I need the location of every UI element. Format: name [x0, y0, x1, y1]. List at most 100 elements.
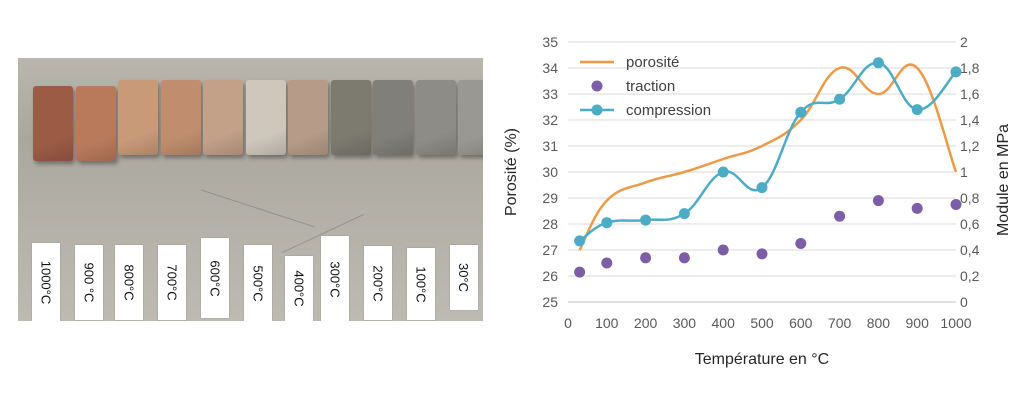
y-tick-label: 27 [542, 242, 558, 258]
data-point-compression [911, 104, 923, 116]
brick-samples-photo: 1000°C 900 °C 800°C 700°C 600°C 500°C 400°C 300… [18, 58, 483, 321]
legend-label: traction [626, 78, 675, 95]
y2-tick-label: 1,6 [960, 86, 980, 102]
y2-tick-label: 1,4 [960, 112, 980, 128]
y2-tick-label: 0 [960, 294, 968, 310]
brick-sample [373, 80, 413, 155]
x-tick-label: 900 [906, 315, 930, 331]
data-point-traction [911, 202, 923, 214]
data-point-traction [950, 199, 962, 210]
x-tick-label: 500 [750, 315, 774, 331]
data-point-compression [795, 106, 807, 118]
y-tick-label: 31 [542, 138, 558, 154]
x-tick-label: 600 [789, 315, 813, 331]
y2-tick-label: 1 [960, 164, 968, 180]
temperature-label-card: 300°C [321, 236, 349, 321]
y2-axis-title: Module en MPa [995, 124, 1012, 236]
temperature-label-card: 700°C [158, 245, 186, 320]
data-point-traction [640, 252, 652, 264]
y2-tick-label: 0,6 [960, 216, 980, 232]
brick-sample [245, 80, 286, 155]
y-tick-label: 28 [542, 216, 558, 232]
brick-sample [458, 80, 483, 155]
data-point-traction [756, 248, 768, 260]
temperature-label-card: 200°C [364, 246, 392, 320]
y-tick-label: 29 [542, 190, 558, 206]
legend-label: porosité [626, 54, 679, 71]
brick-sample [330, 80, 371, 155]
y2-tick-label: 0,4 [960, 242, 980, 258]
x-tick-label: 200 [634, 315, 658, 331]
data-point-compression [678, 208, 690, 220]
temperature-label: 600°C [207, 259, 223, 297]
temperature-label-card: 1000°C [32, 243, 60, 321]
brick-sample [288, 80, 328, 155]
temperature-label-card: 400°C [285, 256, 313, 321]
legend-marker [591, 104, 603, 116]
data-point-traction [678, 252, 690, 264]
temperature-label: 800°C [121, 264, 137, 301]
y2-tick-label: 0,2 [960, 268, 980, 284]
y-tick-label: 26 [542, 268, 558, 284]
data-point-compression [950, 66, 962, 78]
brick-sample [203, 80, 243, 155]
y2-tick-label: 1,2 [960, 138, 980, 154]
series-group [574, 57, 962, 278]
brick-sample [33, 86, 73, 161]
y-tick-label: 30 [542, 164, 558, 180]
x-tick-label: 400 [712, 315, 736, 331]
data-point-compression [756, 182, 768, 194]
y-tick-label: 25 [542, 294, 558, 310]
y2-tick-label: 2 [960, 34, 968, 50]
temperature-label: 700°C [164, 264, 180, 301]
y2-tick-label: 0,8 [960, 190, 980, 206]
brick-sample [160, 80, 201, 155]
y-tick-label: 35 [542, 34, 558, 50]
y-tick-label: 34 [542, 60, 558, 76]
data-point-compression [574, 235, 586, 247]
brick-sample [118, 80, 158, 155]
x-tick-label: 1000 [940, 315, 971, 331]
y2-tick-label: 1,8 [960, 60, 980, 76]
data-point-traction [574, 266, 586, 278]
x-tick-label: 800 [867, 315, 891, 331]
x-tick-label: 700 [828, 315, 852, 331]
legend: porosité traction compression [580, 54, 711, 119]
temperature-label-card: 800°C [115, 245, 143, 320]
gridlines [568, 41, 956, 303]
temperature-label-card: 900 °C [75, 245, 103, 320]
data-point-traction [795, 238, 807, 249]
right-axis-ticks: 0 0,2 0,4 0,6 0,8 1 1,2 1,4 1,6 1,8 2 [960, 34, 980, 310]
y-axis-title: Porosité (%) [503, 128, 520, 216]
temperature-label: 200°C [370, 264, 386, 302]
temperature-label-card: 600°C [201, 238, 229, 318]
x-tick-label: 100 [595, 315, 619, 331]
temperature-label: 400°C [291, 270, 307, 307]
brick-sample [415, 80, 456, 155]
y-tick-label: 32 [542, 112, 558, 128]
data-point-compression [834, 93, 846, 105]
legend-label: compression [626, 102, 711, 119]
temperature-label-card: 500°C [244, 245, 272, 321]
x-tick-label: 300 [673, 315, 697, 331]
temperature-label: 100°C [413, 265, 429, 303]
x-axis-ticks: 0 100 200 300 400 500 600 700 800 900 1000 [564, 315, 972, 331]
data-point-traction [601, 257, 613, 269]
temperature-label-card: 100°C [407, 248, 435, 320]
data-point-compression [601, 217, 613, 229]
floor-crack [200, 189, 316, 228]
temperature-label: 900 °C [81, 262, 97, 303]
brick-sample [75, 86, 116, 161]
legend-marker [591, 80, 603, 92]
data-point-compression [640, 214, 652, 226]
y-tick-label: 33 [542, 86, 558, 102]
temperature-label-card: 30°C [450, 245, 478, 310]
temperature-label: 500°C [250, 264, 266, 302]
data-point-traction [872, 195, 884, 207]
data-point-traction [834, 210, 846, 222]
temperature-label: 1000°C [38, 260, 54, 304]
data-point-compression [872, 57, 884, 69]
series-line-porosite [578, 63, 958, 251]
data-point-compression [717, 166, 729, 178]
data-point-traction [717, 244, 729, 256]
